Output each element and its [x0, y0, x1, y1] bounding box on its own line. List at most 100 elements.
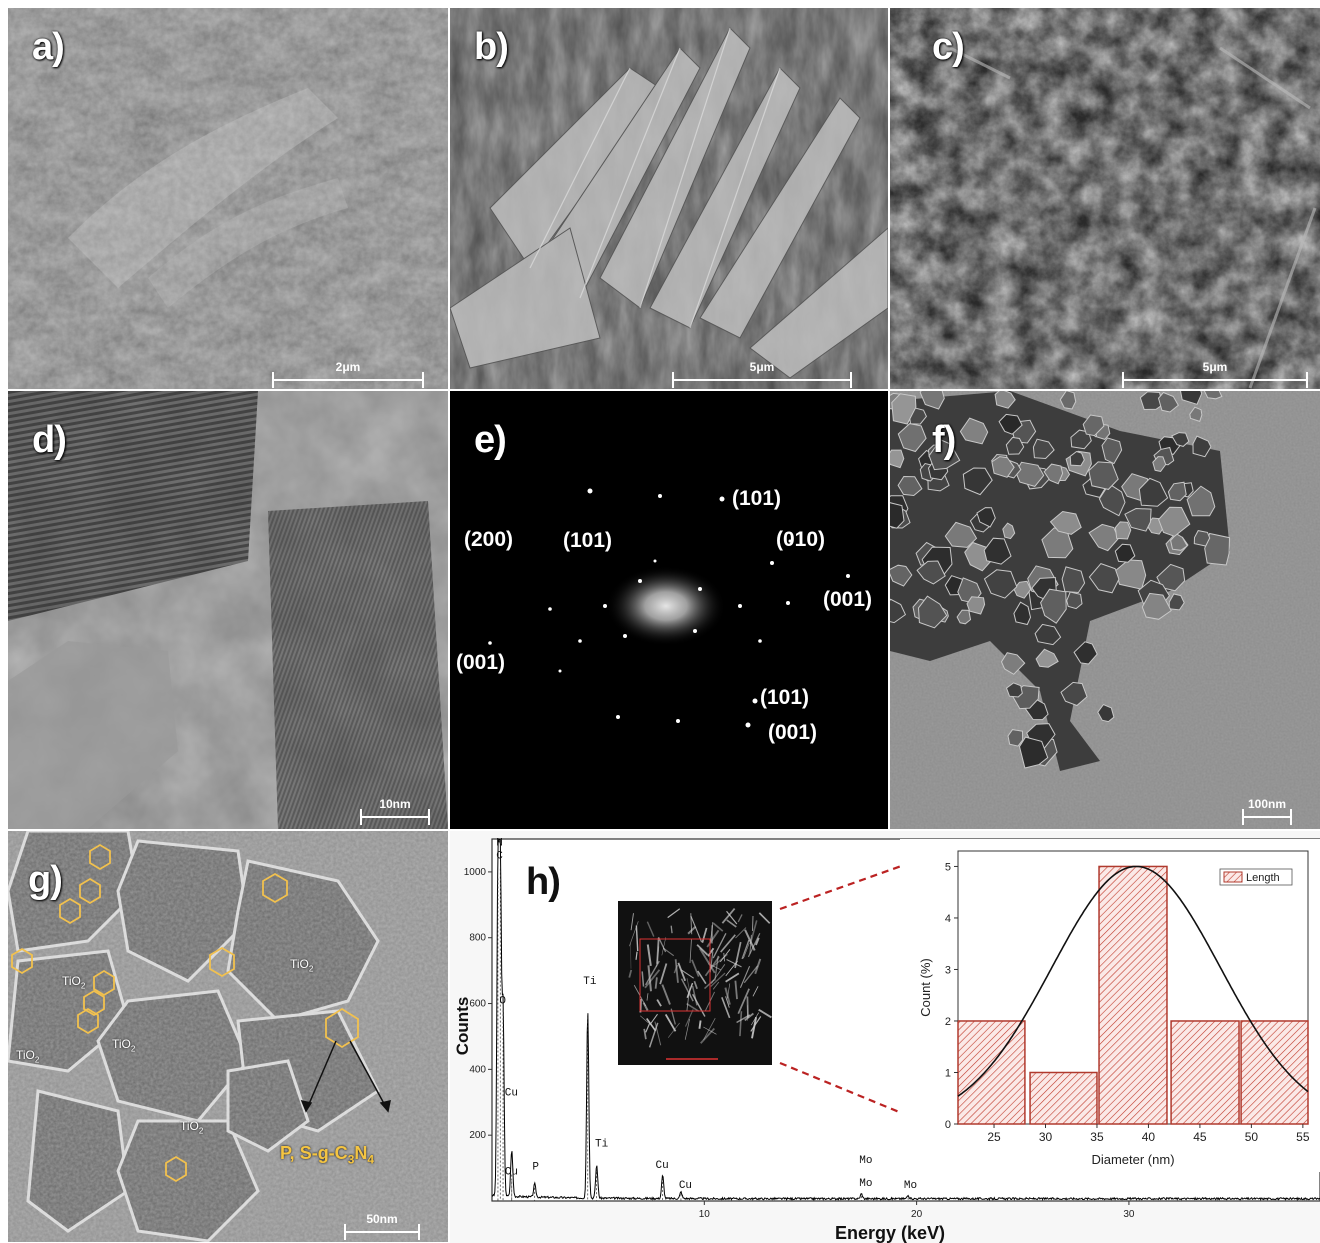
eds-y-axis-label: Counts [453, 997, 472, 1056]
miller-index-3: (101) [563, 529, 613, 552]
eds-inset-fiber [739, 1011, 743, 1037]
scale-bar-a-label: 2μm [335, 360, 361, 374]
scale-bar-a: 2μm [272, 360, 424, 388]
tem-grain [1073, 641, 1098, 665]
tem-grain [1013, 601, 1032, 626]
tem-grain [1035, 648, 1059, 668]
histogram-y-tick-label: 5 [945, 861, 951, 873]
eds-inset-fiber [684, 1009, 694, 1027]
tio2-label-4: TiO2 [112, 1037, 136, 1054]
eds-inset-fiber [693, 980, 698, 990]
eds-inset-fiber [656, 946, 660, 967]
tem-grain [983, 569, 1018, 599]
scale-bar-d-label: 10nm [379, 797, 411, 811]
tem-grain [1082, 414, 1105, 437]
eds-inset-fiber [654, 977, 658, 989]
eds-x-tick-label: 20 [911, 1209, 923, 1220]
eds-inset-fiber [647, 965, 652, 992]
histogram-y-tick-label: 4 [945, 913, 951, 925]
tem-grain [1098, 483, 1126, 517]
eds-inset-fiber [721, 908, 736, 924]
scale-bar-c: 5μm [1122, 360, 1308, 388]
histogram-fit-curve [957, 865, 1309, 1097]
miller-index-8: (001) [768, 721, 818, 744]
tem-grains-g [8, 831, 448, 1242]
miller-index-5: (001) [823, 588, 873, 611]
tem-grain [890, 449, 905, 469]
tem-grain [1158, 506, 1191, 537]
tem-grain [1189, 406, 1203, 423]
eds-spectrum-line [491, 838, 1320, 1201]
tem-grain [1088, 563, 1120, 594]
scale-bar-g-label: 50nm [366, 1212, 398, 1226]
eds-inset-fiber [755, 937, 760, 946]
eds-y-tick-label: 400 [469, 1064, 486, 1075]
histogram-bar [957, 1020, 1026, 1125]
eds-inset-fiber [710, 972, 726, 987]
tem-grain [897, 475, 923, 497]
tem-grain [1193, 530, 1211, 547]
tem-grain [1005, 436, 1025, 455]
eds-peak-label: O [499, 996, 506, 1008]
tem-grain [928, 439, 961, 471]
eds-inset-fiber [706, 929, 720, 948]
eds-inset-fiber [661, 984, 671, 1005]
histogram-bar [1029, 1071, 1098, 1125]
eds-inset-roi [639, 938, 711, 1012]
eds-inset-fiber [646, 944, 652, 967]
histogram-x-tick-label: 40 [1142, 1130, 1156, 1144]
eds-inset-fiber [699, 947, 716, 974]
tem-grain [1171, 432, 1190, 447]
tem-grain [1203, 391, 1223, 400]
eds-peak-label: Ti [595, 1139, 609, 1151]
eds-peak-label: P [532, 1162, 539, 1174]
tem-grain [1139, 391, 1164, 411]
panel-b-sem-image: b) 5μm [450, 8, 888, 389]
eds-inset-fiber [749, 920, 758, 945]
tem-grain [1097, 703, 1115, 723]
eds-inset-fiber [659, 963, 668, 985]
eds-inset-fiber [737, 988, 750, 1015]
tem-grain [1066, 591, 1083, 610]
tem-grain [959, 417, 989, 445]
tem-grain [1168, 593, 1185, 611]
tem-grain [916, 560, 946, 585]
tem-grain-group [890, 391, 1231, 769]
eds-inset-fiber [726, 919, 737, 928]
eds-inset-fiber [696, 944, 709, 956]
eds-peak-label: Ti [583, 976, 597, 988]
eds-inset-fiber [686, 978, 692, 998]
panel-c-sem-image: c) 5μm [890, 8, 1320, 389]
histogram-y-tick-label: 2 [945, 1016, 951, 1028]
eds-peak-label: Cu [679, 1180, 692, 1192]
eds-inset-fiber [674, 959, 679, 983]
miller-index-1: (101) [732, 487, 782, 510]
histogram-x-tick-label: 25 [987, 1130, 1001, 1144]
eds-inset-fiber [712, 953, 728, 968]
tem-grain [890, 598, 907, 624]
tem-grain [1186, 485, 1216, 517]
eds-inset-fiber [720, 934, 736, 953]
eds-inset-fiber [643, 1028, 647, 1040]
eds-inset-fiber [667, 1022, 680, 1038]
eds-inset-fiber [735, 927, 747, 939]
eds-inset-fiber [708, 963, 721, 971]
eds-inset-fiber [640, 1015, 649, 1024]
tem-grain [1170, 533, 1188, 551]
eds-inset-fiber [661, 937, 667, 956]
eds-inset-fiber [629, 921, 639, 947]
tem-grain [891, 393, 917, 425]
tem-grain [1167, 481, 1187, 502]
eds-inset-fiber [686, 992, 690, 1011]
eds-peak-label: Mo [859, 1178, 872, 1190]
tem-grain [1114, 521, 1132, 540]
tem-grain [897, 423, 927, 453]
eds-peak-label: Cu [505, 1167, 518, 1179]
eds-connector-bottom [779, 1061, 939, 1130]
eds-x-tick-label: 30 [1123, 1209, 1135, 1220]
scale-bar-f: 100nm [1242, 797, 1292, 825]
tem-grain [1192, 435, 1212, 458]
eds-inset-fiber [747, 932, 761, 958]
eds-inset-fiber [664, 1013, 677, 1032]
hrtem-texture-d [8, 391, 448, 829]
